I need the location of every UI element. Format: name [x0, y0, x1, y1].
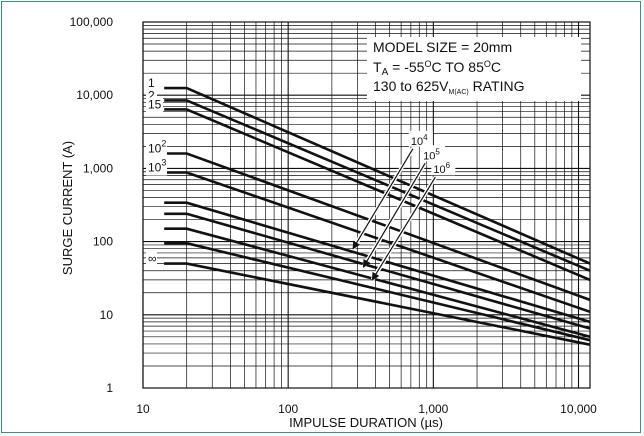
y-tick-label: 10 [100, 308, 114, 322]
y-axis-title: SURGE CURRENT (A) [60, 141, 75, 275]
annotation-arrow [362, 163, 426, 268]
series-line [164, 108, 591, 282]
series-label: ∞ [148, 252, 157, 266]
series-line [164, 152, 591, 302]
series-line [164, 86, 591, 265]
grid-major [142, 21, 591, 389]
y-tick-label: 100,000 [70, 15, 114, 29]
y-tick-label: 10,000 [76, 88, 113, 102]
tick-labels: 10 100 1,000 10,000 1 10 100 1,000 10,000 100,000 [70, 15, 598, 416]
y-tick-label: 1,000 [83, 161, 113, 175]
series-line [164, 171, 591, 314]
info-line-temperature: TA = -55OC TO 85OC [373, 59, 501, 78]
y-tick-label: 100 [93, 235, 113, 249]
series-line [164, 227, 591, 339]
series-line [164, 99, 591, 272]
info-box-background [367, 37, 581, 101]
plot-border [142, 21, 591, 389]
x-tick-label: 10 [136, 402, 150, 416]
annotation-label-background [421, 145, 446, 162]
series-label-background [146, 88, 157, 104]
annotation-label: 106 [433, 161, 450, 176]
annotation-arrow [371, 176, 436, 281]
series-label-background [146, 251, 157, 267]
info-line-model-size: MODEL SIZE = 20mm [373, 39, 512, 55]
annotation-label: 104 [411, 133, 428, 148]
x-axis-title: IMPULSE DURATION (µs) [289, 415, 443, 430]
series-label-background [146, 141, 167, 157]
y-tick-label: 1 [106, 381, 113, 395]
info-line-rating: 130 to 625VM(AC) RATING [373, 78, 524, 96]
series-label: 15 [148, 97, 162, 111]
annotation-label-background [408, 130, 433, 147]
x-tick-label: 10,000 [560, 402, 597, 416]
series-line [164, 262, 591, 346]
series-label: 2 [148, 88, 155, 102]
series-line [164, 241, 591, 342]
series-label-background [146, 97, 163, 113]
info-box: MODEL SIZE = 20mm TA = -55OC TO 85OC 130… [367, 37, 581, 101]
series-label: 103 [148, 157, 166, 174]
annotation-arrow [352, 148, 414, 250]
series-label-background [146, 76, 157, 92]
series-label-background [146, 160, 167, 176]
annotation-label-background [431, 159, 456, 176]
series-line [164, 201, 591, 324]
x-tick-label: 100 [278, 402, 298, 416]
series-label: 102 [148, 138, 166, 155]
series-label: 1 [148, 76, 155, 90]
x-tick-label: 1,000 [418, 402, 448, 416]
series-line [164, 212, 591, 330]
